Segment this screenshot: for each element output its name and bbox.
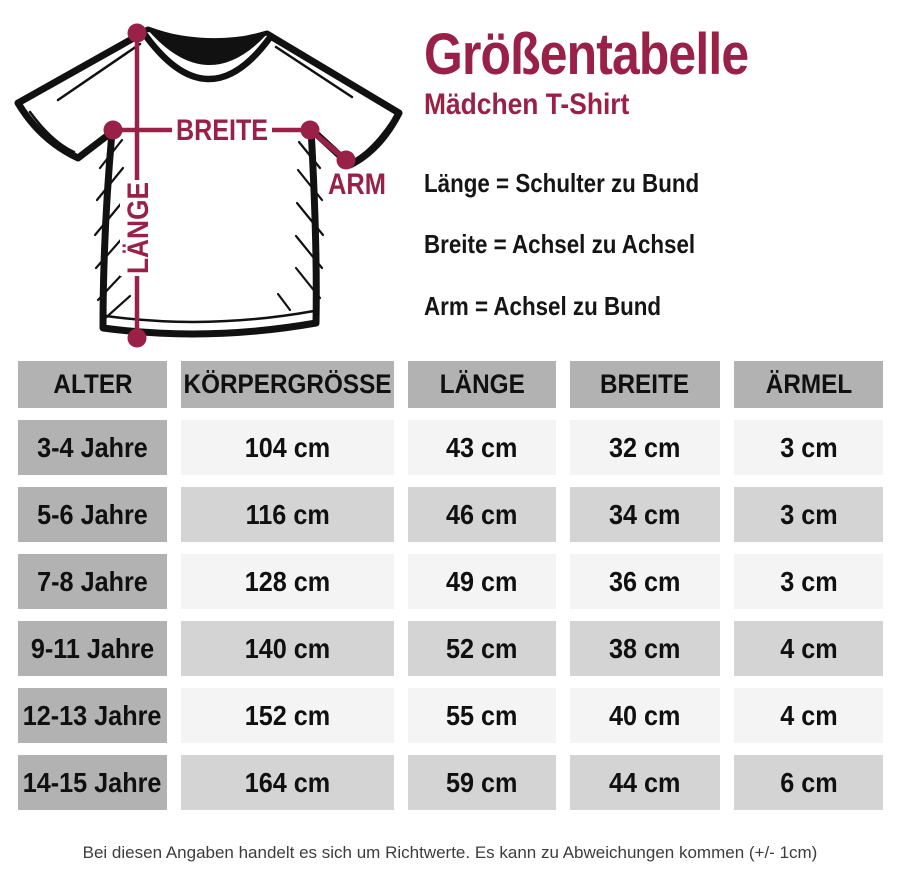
legend-item-breite: Breite = Achsel zu Achsel [424,229,696,260]
laenge-label-backplate [120,180,154,276]
legend-item-arm: Arm = Achsel zu Bund [424,290,662,321]
value-cell: 36 cm [570,554,720,609]
value-cell: 104 cm [181,420,394,475]
column-header: LÄNGE [408,361,556,408]
value-cell: 40 cm [570,688,720,743]
breite-label-backplate [172,112,272,148]
age-cell: 14-15 Jahre [18,755,167,810]
measurement-dots [103,23,356,348]
value-cell: 49 cm [408,554,556,609]
column-header: BREITE [570,361,720,408]
neck-opening [147,27,268,65]
value-cell: 46 cm [408,487,556,542]
page-subtitle: Mädchen T-Shirt [424,88,630,121]
value-cell: 140 cm [181,621,394,676]
page-title: Größentabelle [424,22,749,87]
age-cell: 5-6 Jahre [18,487,167,542]
column-header: ÄRMEL [734,361,883,408]
value-cell: 59 cm [408,755,556,810]
age-cell: 7-8 Jahre [18,554,167,609]
laenge-label: LÄNGE [122,182,155,274]
age-cell: 3-4 Jahre [18,420,167,475]
value-cell: 4 cm [734,621,883,676]
footer-note: Bei diesen Angaben handelt es sich um Ri… [82,843,818,862]
arm-label: ARM [328,168,386,201]
column-header: ALTER [18,361,167,408]
value-cell: 164 cm [181,755,394,810]
value-cell: 32 cm [570,420,720,475]
header-block: Größentabelle Mädchen T-Shirt [424,26,801,120]
value-cell: 43 cm [408,420,556,475]
age-cell: 12-13 Jahre [18,688,167,743]
value-cell: 3 cm [734,487,883,542]
tshirt-measurement-diagram: LÄNGE BREITE ARM [14,23,403,348]
value-cell: 34 cm [570,487,720,542]
value-cell: 6 cm [734,755,883,810]
value-cell: 4 cm [734,688,883,743]
value-cell: 38 cm [570,621,720,676]
measurement-legend: Länge = Schulter zu Bund Breite = Achsel… [424,168,744,354]
age-cell: 9-11 Jahre [18,621,167,676]
breite-label: BREITE [176,114,268,147]
value-cell: 52 cm [408,621,556,676]
value-cell: 116 cm [181,487,394,542]
value-cell: 3 cm [734,554,883,609]
column-header: KÖRPERGRÖSSE [181,361,394,408]
value-cell: 44 cm [570,755,720,810]
sketch-accents [28,42,392,324]
size-table: ALTER KÖRPERGRÖSSE LÄNGE BREITE ÄRMEL 3-4 Jah… [18,361,883,810]
legend-item-laenge: Länge = Schulter zu Bund [424,168,700,198]
value-cell: 152 cm [181,688,394,743]
value-cell: 55 cm [408,688,556,743]
value-cell: 3 cm [734,420,883,475]
value-cell: 128 cm [181,554,394,609]
